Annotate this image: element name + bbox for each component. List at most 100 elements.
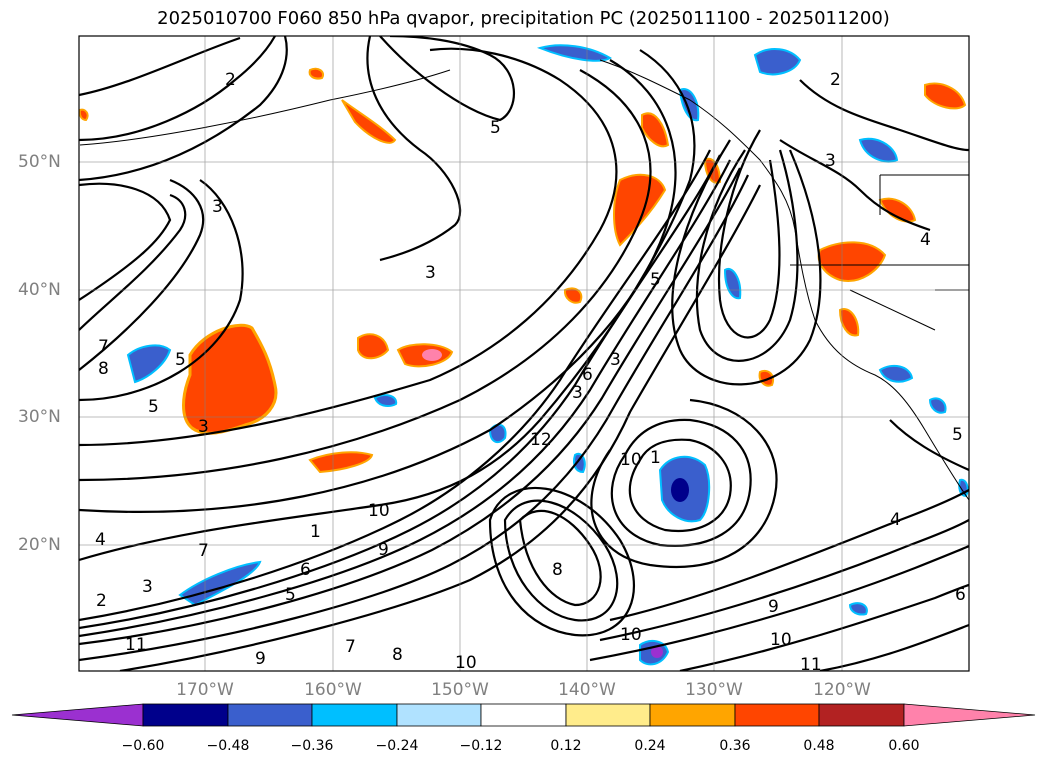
contour-line xyxy=(671,139,822,386)
contour-line xyxy=(599,519,969,642)
contour-label: 2 xyxy=(830,70,841,90)
contour-line xyxy=(503,499,619,622)
lat-label: 30°N xyxy=(18,407,61,427)
colorbar-tick-label: −0.48 xyxy=(206,738,250,754)
contour-line xyxy=(79,149,711,622)
contour-line xyxy=(889,419,969,472)
coastline xyxy=(79,69,451,146)
contour-label: 7 xyxy=(345,637,356,657)
contour-label: 1 xyxy=(650,448,661,468)
contour-line xyxy=(79,154,721,630)
contour-line xyxy=(379,36,515,122)
contour-label: 4 xyxy=(890,510,901,530)
contour-line xyxy=(589,544,969,662)
contour-line xyxy=(366,36,462,262)
contour-label: 5 xyxy=(952,425,963,445)
lon-label: 120°W xyxy=(813,680,871,700)
contour-line xyxy=(79,182,172,301)
contour-label: 11 xyxy=(125,635,147,655)
contour-label: 3 xyxy=(825,151,836,171)
contour-label: 5 xyxy=(175,350,186,370)
lon-label: 140°W xyxy=(558,680,616,700)
precip-patch xyxy=(308,451,374,474)
contour-label: 4 xyxy=(95,530,106,550)
precip-patch xyxy=(723,267,742,300)
lat-label: 50°N xyxy=(18,152,61,172)
colorbar-tick-label: 0.12 xyxy=(550,738,582,754)
contour-label: 12 xyxy=(530,430,552,450)
contour-label: 3 xyxy=(610,350,621,370)
colorbar-segment xyxy=(903,703,1036,727)
colorbar-tick-label: 0.36 xyxy=(719,738,751,754)
contour-label: 10 xyxy=(368,501,390,521)
contour-label: 1 xyxy=(310,522,321,542)
precip-patch xyxy=(126,344,172,384)
coastline xyxy=(599,59,969,501)
contour-label: 8 xyxy=(98,359,109,379)
precip-patch xyxy=(641,112,670,148)
precip-patch xyxy=(563,287,583,304)
precip-patch xyxy=(858,137,899,163)
precip-patch xyxy=(341,99,397,144)
contour-line xyxy=(79,167,741,646)
contour-line xyxy=(590,398,778,568)
colorbar-tick-label: −0.24 xyxy=(375,738,419,754)
contour-label: 6 xyxy=(300,560,311,580)
colorbar-segment xyxy=(11,703,144,727)
precip-patch xyxy=(848,602,868,616)
contour-line xyxy=(695,149,799,362)
contour-line xyxy=(628,438,732,533)
precip-patch xyxy=(651,646,663,658)
lon-label: 160°W xyxy=(304,680,362,700)
contour-line xyxy=(518,509,602,607)
contour-label: 3 xyxy=(212,197,223,217)
precip-patch xyxy=(79,108,89,122)
contour-label: 7 xyxy=(98,337,109,357)
precip-patch xyxy=(536,44,612,62)
contour-line xyxy=(79,36,241,97)
contour-label: 6 xyxy=(955,585,966,605)
contour-line xyxy=(79,159,731,638)
colorbar-segment xyxy=(142,703,229,727)
contour-label: 4 xyxy=(920,230,931,250)
precip-patch xyxy=(671,478,689,502)
lon-label: 130°W xyxy=(685,680,743,700)
contour-label: 8 xyxy=(392,645,403,665)
contour-label: 9 xyxy=(768,597,779,617)
contour-label: 9 xyxy=(255,649,266,669)
contour-line xyxy=(79,69,652,482)
contour-label: 3 xyxy=(142,577,153,597)
contour-line xyxy=(79,193,187,331)
contour-label: 10 xyxy=(455,653,477,673)
contour-label: 3 xyxy=(198,417,209,437)
contour-line xyxy=(79,178,205,371)
colorbar-segment xyxy=(480,703,567,727)
contour-label: 10 xyxy=(770,630,792,650)
precip-patch xyxy=(357,333,390,360)
coastline xyxy=(790,174,969,331)
contour-label: 6 xyxy=(582,365,593,385)
colorbar-tick-label: 0.24 xyxy=(634,738,666,754)
contour-label: 11 xyxy=(800,655,822,675)
contour-label: 10 xyxy=(620,625,642,645)
precip-patch xyxy=(373,394,398,407)
contour-line xyxy=(488,487,636,637)
precip-patch xyxy=(422,349,442,361)
coastlines xyxy=(79,59,969,501)
lat-label: 20°N xyxy=(18,535,61,555)
contour-line xyxy=(717,129,781,339)
contour-label: 5 xyxy=(490,118,501,138)
contour-line xyxy=(119,184,761,671)
contour-line xyxy=(819,623,969,671)
graticule xyxy=(79,36,969,671)
contour-line xyxy=(799,79,969,152)
colorbar-tick-label: 0.48 xyxy=(803,738,835,754)
contour-label: 2 xyxy=(225,70,236,90)
colorbar-tick-label: 0.60 xyxy=(888,738,920,754)
contour-label: 10 xyxy=(620,450,642,470)
contour-line xyxy=(610,418,752,547)
contour-line xyxy=(79,49,696,562)
precip-patch xyxy=(878,364,914,383)
colorbar xyxy=(11,703,1036,727)
